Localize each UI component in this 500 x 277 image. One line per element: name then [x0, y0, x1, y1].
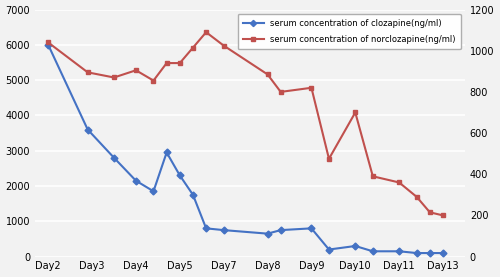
serum concentration of norclozapine(ng/ml) [177, 61, 183, 65]
Line: serum concentration of clozapine(ng/ml): serum concentration of clozapine(ng/ml) [46, 42, 446, 255]
serum concentration of norclozapine(ng/ml) [427, 211, 433, 214]
serum concentration of clozapine(ng/ml) [352, 244, 358, 248]
serum concentration of norclozapine(ng/ml) [111, 76, 117, 79]
serum concentration of clozapine(ng/ml) [45, 43, 51, 47]
serum concentration of norclozapine(ng/ml) [133, 69, 139, 72]
serum concentration of norclozapine(ng/ml) [84, 71, 90, 74]
serum concentration of norclozapine(ng/ml) [190, 46, 196, 49]
serum concentration of norclozapine(ng/ml) [150, 79, 156, 82]
serum concentration of clozapine(ng/ml) [150, 190, 156, 193]
serum concentration of clozapine(ng/ml) [427, 252, 433, 255]
serum concentration of norclozapine(ng/ml) [370, 175, 376, 178]
serum concentration of clozapine(ng/ml) [164, 151, 170, 154]
serum concentration of clozapine(ng/ml) [370, 250, 376, 253]
serum concentration of clozapine(ng/ml) [220, 229, 226, 232]
serum concentration of norclozapine(ng/ml) [396, 181, 402, 184]
serum concentration of norclozapine(ng/ml) [264, 73, 270, 76]
Legend: serum concentration of clozapine(ng/ml), serum concentration of norclozapine(ng/: serum concentration of clozapine(ng/ml),… [238, 14, 461, 49]
serum concentration of clozapine(ng/ml) [133, 179, 139, 182]
serum concentration of norclozapine(ng/ml) [440, 214, 446, 217]
serum concentration of clozapine(ng/ml) [396, 250, 402, 253]
serum concentration of norclozapine(ng/ml) [308, 86, 314, 89]
serum concentration of norclozapine(ng/ml) [203, 30, 209, 34]
serum concentration of clozapine(ng/ml) [308, 227, 314, 230]
serum concentration of clozapine(ng/ml) [278, 229, 283, 232]
serum concentration of clozapine(ng/ml) [177, 174, 183, 177]
serum concentration of clozapine(ng/ml) [111, 156, 117, 160]
serum concentration of clozapine(ng/ml) [414, 252, 420, 255]
serum concentration of norclozapine(ng/ml) [164, 61, 170, 65]
serum concentration of norclozapine(ng/ml) [326, 157, 332, 160]
serum concentration of clozapine(ng/ml) [264, 232, 270, 235]
serum concentration of norclozapine(ng/ml) [220, 44, 226, 47]
Line: serum concentration of norclozapine(ng/ml): serum concentration of norclozapine(ng/m… [46, 30, 446, 218]
serum concentration of clozapine(ng/ml) [84, 128, 90, 131]
serum concentration of norclozapine(ng/ml) [45, 41, 51, 44]
serum concentration of norclozapine(ng/ml) [278, 90, 283, 94]
serum concentration of norclozapine(ng/ml) [414, 195, 420, 199]
serum concentration of norclozapine(ng/ml) [352, 111, 358, 114]
serum concentration of clozapine(ng/ml) [190, 193, 196, 196]
serum concentration of clozapine(ng/ml) [203, 227, 209, 230]
serum concentration of clozapine(ng/ml) [440, 252, 446, 255]
serum concentration of clozapine(ng/ml) [326, 248, 332, 251]
